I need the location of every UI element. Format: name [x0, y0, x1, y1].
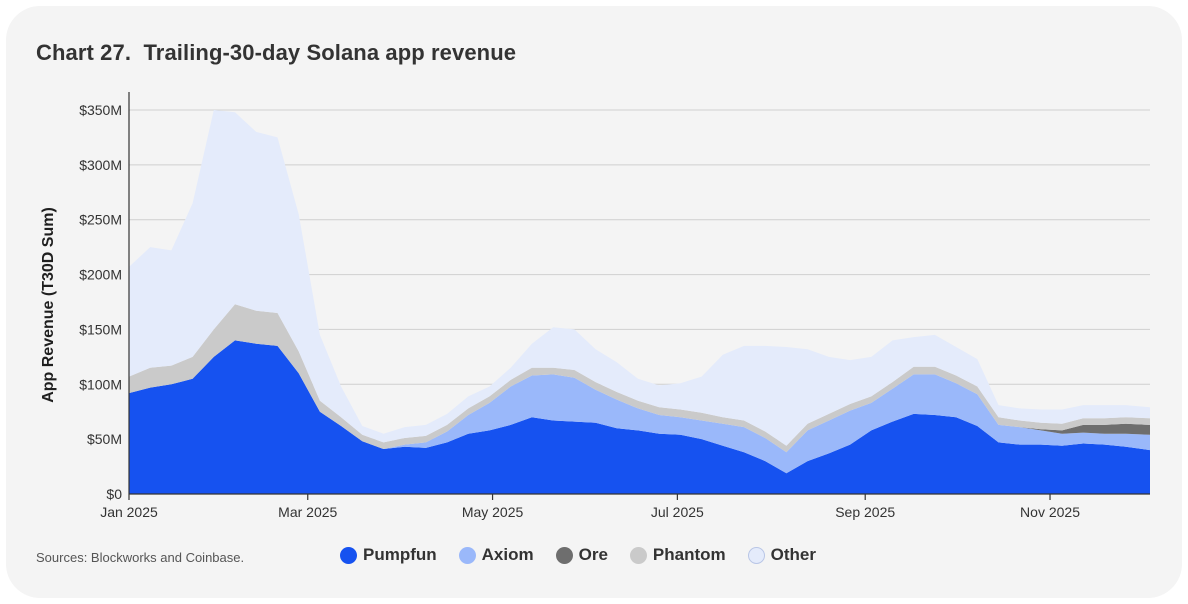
x-tick-label: Mar 2025 [278, 504, 337, 520]
source-note: Sources: Blockworks and Coinbase. [36, 550, 245, 565]
legend-swatch [555, 546, 573, 564]
legend: Pumpfun Axiom Ore Phantom Other [340, 545, 838, 565]
legend-label: Pumpfun [363, 545, 437, 564]
legend-item-ore: Ore [555, 545, 608, 565]
x-tick-label: Nov 2025 [1020, 504, 1080, 520]
axis-layer: $0 $50M $100M $150M $200M $250M $300M $350M Jan … [79, 92, 1150, 520]
area-layer [129, 110, 1150, 494]
x-tick-label: Jan 2025 [100, 504, 158, 520]
area-pumpfun [129, 340, 1150, 494]
legend-swatch [340, 546, 357, 564]
y-tick-label: $100M [79, 376, 122, 392]
legend-label: Phantom [652, 545, 726, 564]
legend-item-axiom: Axiom [458, 545, 534, 565]
legend-swatch [629, 546, 647, 564]
y-tick-label: $200M [79, 267, 122, 283]
legend-item-pumpfun: Pumpfun [340, 545, 437, 565]
legend-item-phantom: Phantom [629, 545, 726, 565]
y-tick-label: $50M [87, 431, 122, 447]
area-phantom [129, 304, 1150, 453]
area-axiom [129, 340, 1150, 474]
legend-label: Ore [578, 545, 608, 564]
y-tick-label: $0 [106, 486, 122, 502]
y-tick-label: $250M [79, 212, 122, 228]
area-other [129, 110, 1150, 446]
legend-swatch [747, 546, 765, 564]
y-tick-label: $150M [79, 321, 122, 337]
legend-swatch [458, 546, 476, 564]
legend-label: Axiom [481, 545, 534, 564]
x-tick-label: Jul 2025 [651, 504, 704, 520]
x-tick-label: May 2025 [462, 504, 524, 520]
chart-title: Chart 27. Trailing-30-day Solana app rev… [36, 40, 517, 65]
x-tick-label: Sep 2025 [835, 504, 895, 520]
legend-label: Other [770, 545, 816, 564]
y-tick-label: $300M [79, 157, 122, 173]
legend-item-other: Other [747, 545, 816, 565]
y-tick-label: $350M [79, 102, 122, 118]
